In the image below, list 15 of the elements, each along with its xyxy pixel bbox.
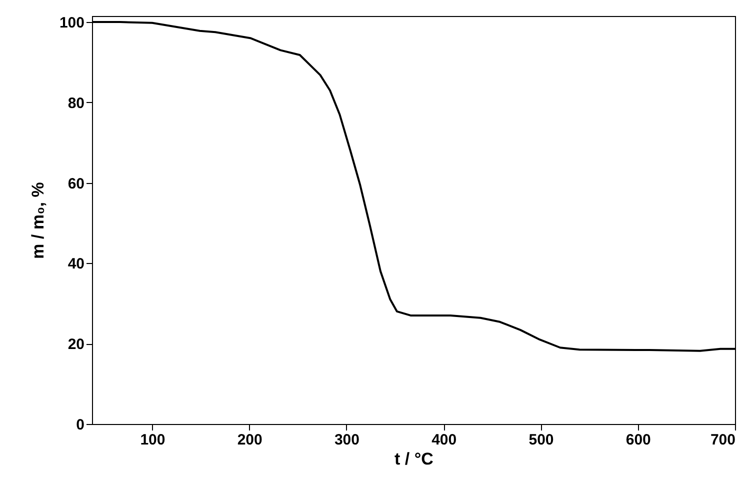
x-tick-label: 300: [334, 432, 360, 448]
x-tick-label: 100: [140, 432, 166, 448]
y-tick-label: 20: [68, 336, 84, 354]
y-tick-label: 100: [59, 14, 84, 32]
y-tick-label: 40: [68, 256, 84, 273]
y-tick-label: 0: [76, 416, 84, 434]
x-tick-label: 700: [710, 432, 736, 448]
y-tick-label: 60: [68, 175, 84, 192]
x-tick-label: 500: [528, 432, 554, 448]
y-tick-label: 80: [68, 94, 84, 112]
x-tick-label: 400: [432, 432, 457, 448]
x-axis-title: t / °C: [394, 450, 434, 468]
x-tick-label: 200: [237, 432, 262, 448]
x-tick-label: 600: [626, 432, 651, 448]
y-axis-title: m / m₀, %: [28, 182, 48, 259]
